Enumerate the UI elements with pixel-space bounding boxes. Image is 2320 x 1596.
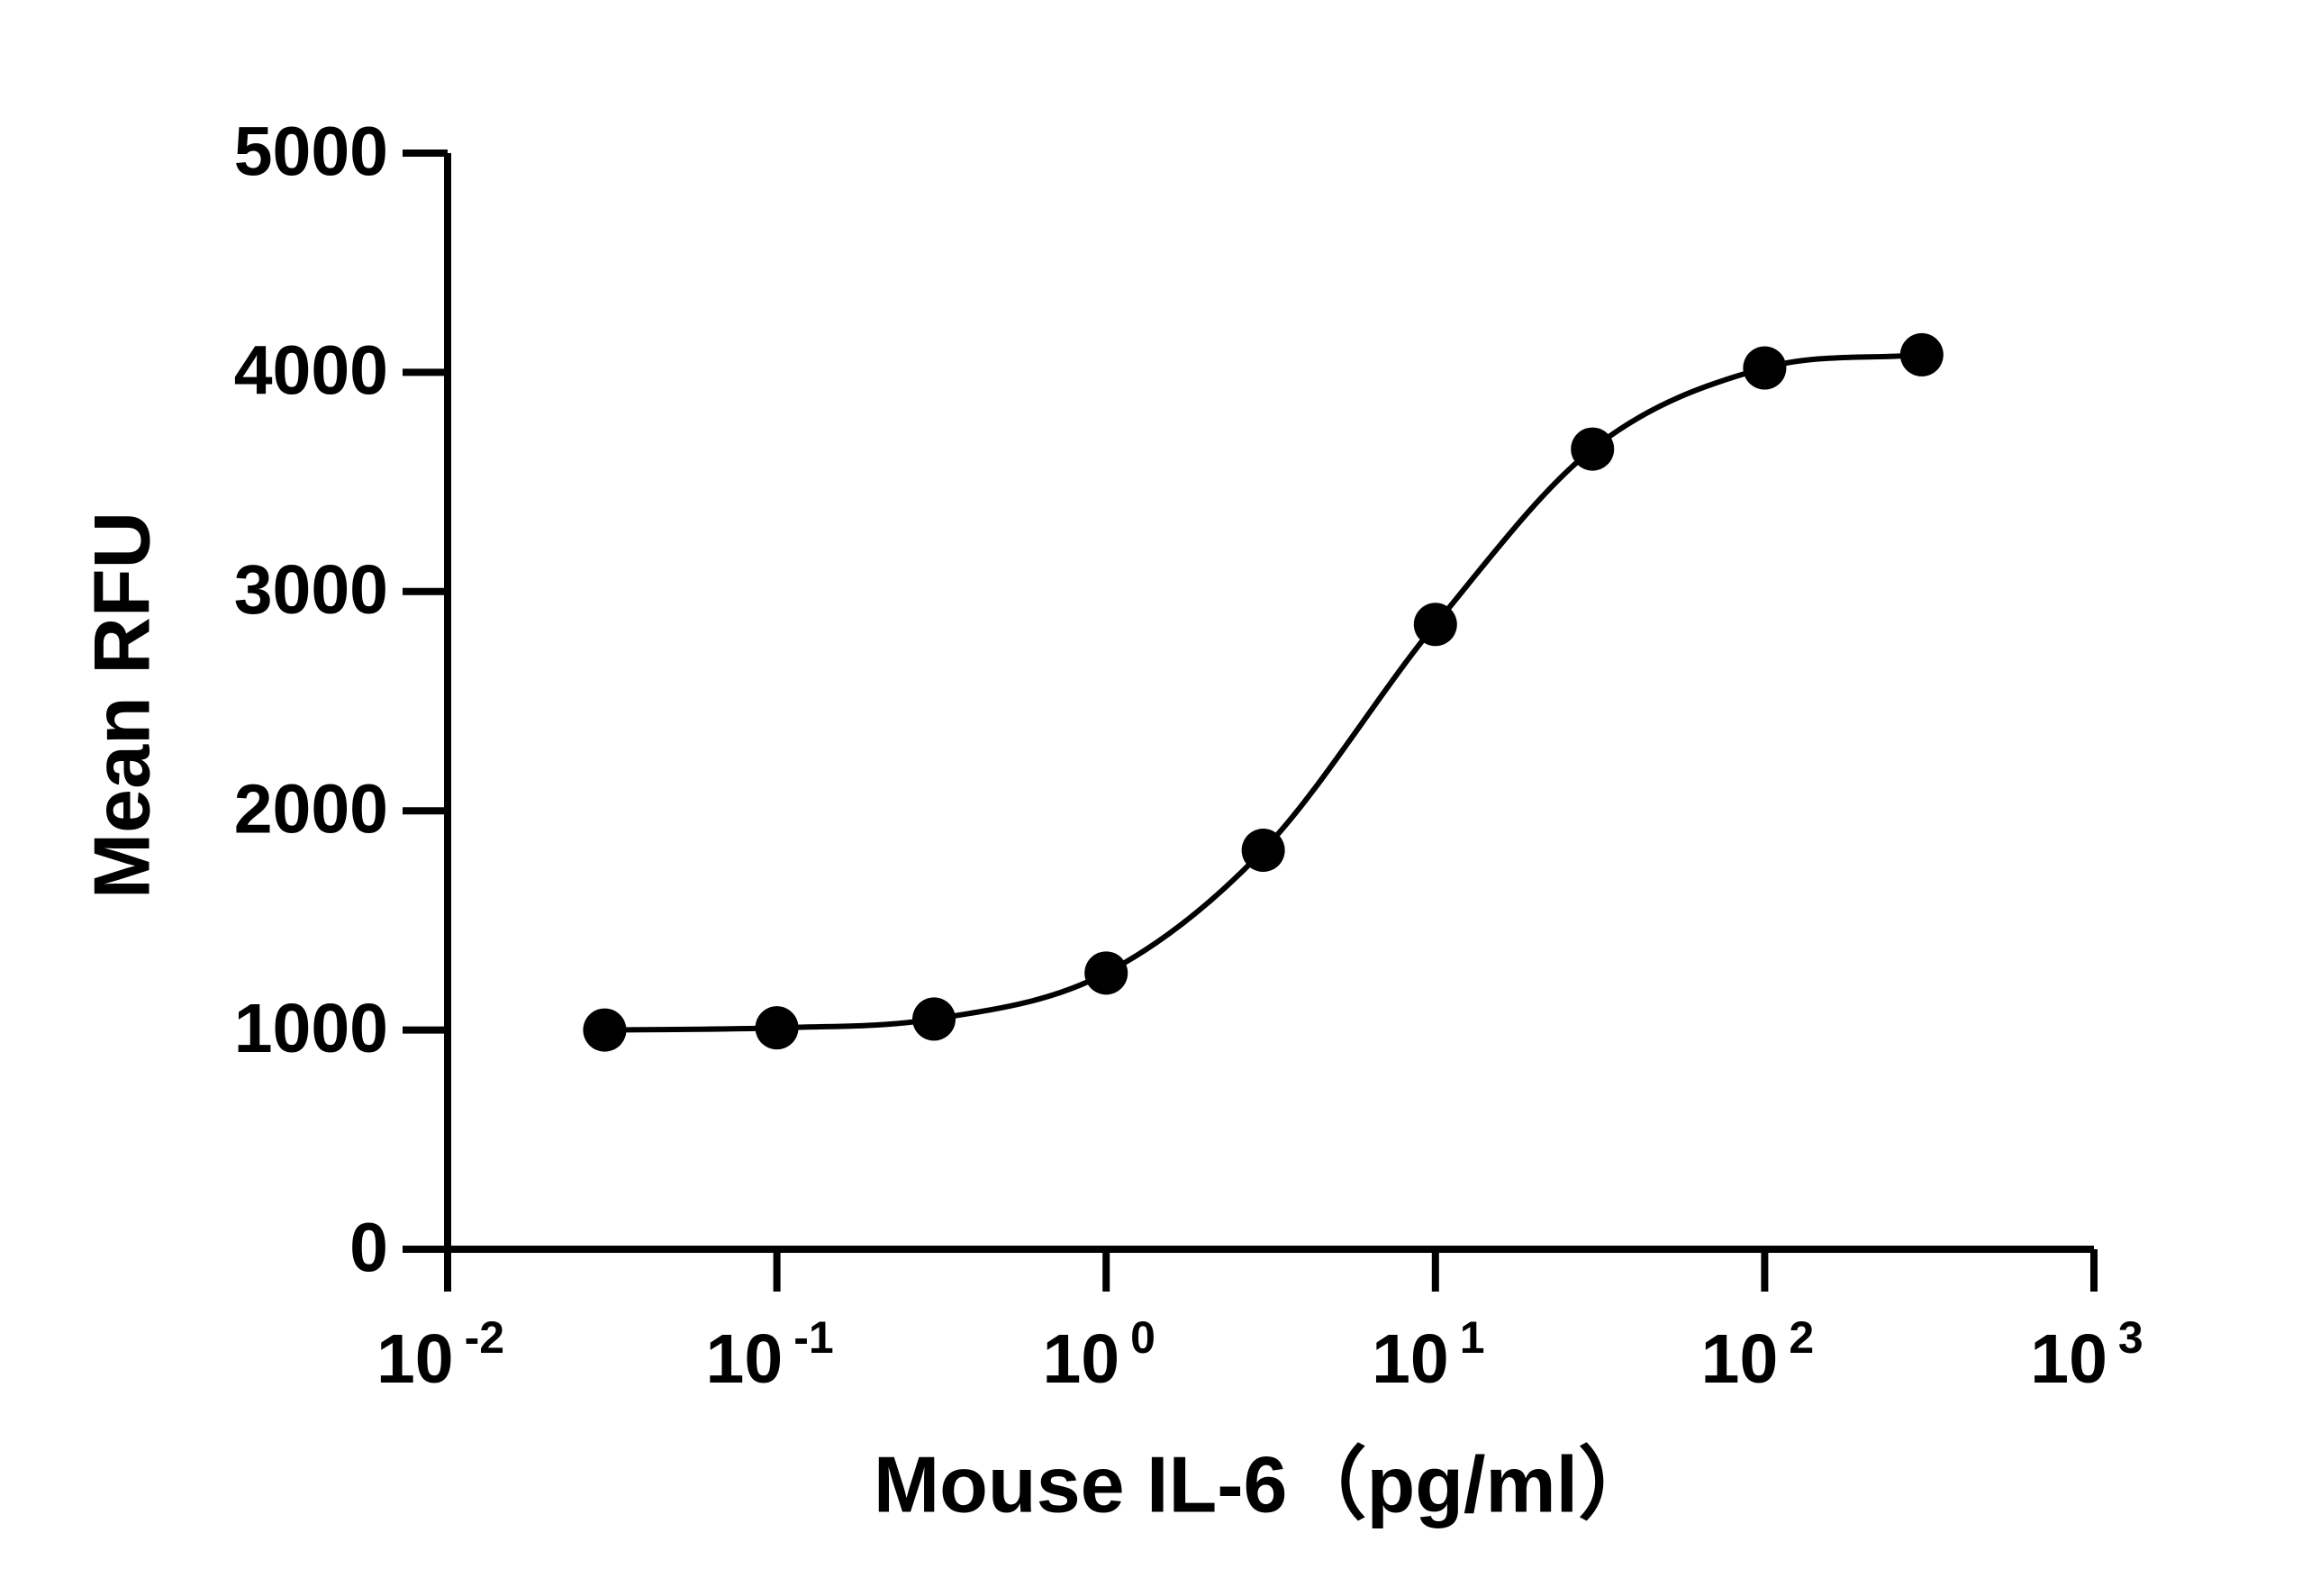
x-tick-exponent: 3 — [2118, 1312, 2143, 1363]
y-tick-label: 0 — [349, 1209, 388, 1286]
x-tick-exponent: -1 — [793, 1312, 833, 1363]
x-tick-base: 10 — [1701, 1320, 1779, 1398]
x-tick-exponent: -2 — [465, 1312, 504, 1363]
data-point — [912, 997, 956, 1041]
data-point — [1241, 829, 1285, 873]
x-tick-label: 10 -2 — [376, 1312, 504, 1398]
data-point — [1084, 951, 1128, 995]
data-point — [1743, 346, 1787, 390]
x-tick-label: 10 0 — [1042, 1312, 1155, 1398]
fit-line — [604, 351, 1923, 1033]
y-tick-label: 3000 — [234, 551, 388, 629]
data-point — [755, 1006, 799, 1050]
x-tick-exponent: 1 — [1460, 1312, 1485, 1363]
x-tick-label: 10 -1 — [706, 1312, 834, 1398]
x-tick-base: 10 — [2030, 1320, 2107, 1398]
x-tick-base: 10 — [706, 1320, 784, 1398]
x-tick-base: 10 — [1372, 1320, 1449, 1398]
x-tick-exponent: 0 — [1130, 1312, 1155, 1363]
x-tick-base: 10 — [1042, 1320, 1119, 1398]
x-axis-title: Mouse IL-6（pg/ml） — [874, 1439, 1657, 1528]
y-tick-label: 5000 — [234, 113, 388, 190]
data-point — [1899, 332, 1944, 376]
x-tick-label: 10 3 — [2030, 1312, 2143, 1398]
y-tick-label: 4000 — [234, 332, 388, 410]
data-point — [1413, 603, 1457, 647]
data-point — [583, 1008, 627, 1052]
x-tick-label: 10 1 — [1372, 1312, 1484, 1398]
x-tick-base: 10 — [376, 1320, 454, 1398]
data-point — [1571, 427, 1615, 471]
y-tick-label: 1000 — [234, 990, 388, 1067]
y-axis-title: Mean RFU — [77, 512, 166, 899]
y-tick-label: 2000 — [234, 771, 388, 848]
x-tick-exponent: 2 — [1789, 1312, 1814, 1363]
x-tick-label: 10 2 — [1701, 1312, 1814, 1398]
